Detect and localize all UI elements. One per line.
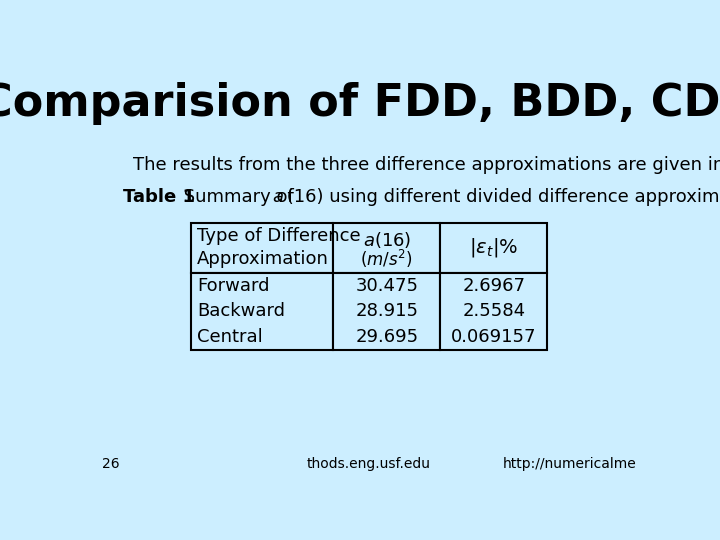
Text: http://numericalme: http://numericalme <box>503 457 636 471</box>
Text: $a(16)$: $a(16)$ <box>363 230 411 250</box>
Text: 2.5584: 2.5584 <box>462 302 526 320</box>
Text: Central: Central <box>197 328 263 346</box>
Text: 2.6967: 2.6967 <box>462 276 526 294</box>
Text: 30.475: 30.475 <box>356 276 418 294</box>
Bar <box>191 222 333 273</box>
Text: (16) using different divided difference approximations: (16) using different divided difference … <box>281 188 720 206</box>
Text: 0.069157: 0.069157 <box>451 328 536 346</box>
Text: Summary of: Summary of <box>179 188 300 206</box>
Bar <box>191 273 333 350</box>
Text: Table 1: Table 1 <box>122 188 194 206</box>
Text: $(m/s^{2})$: $(m/s^{2})$ <box>361 248 413 270</box>
Text: 29.695: 29.695 <box>355 328 418 346</box>
Text: 28.915: 28.915 <box>356 302 418 320</box>
Text: Comparision of FDD, BDD, CDD: Comparision of FDD, BDD, CDD <box>0 82 720 125</box>
Text: Forward: Forward <box>197 276 269 294</box>
Text: thods.eng.usf.edu: thods.eng.usf.edu <box>307 457 431 471</box>
Bar <box>441 273 547 350</box>
Text: $|\varepsilon_t|\%$: $|\varepsilon_t|\%$ <box>469 236 518 259</box>
Bar <box>333 273 441 350</box>
Text: Type of Difference
Approximation: Type of Difference Approximation <box>197 227 361 268</box>
Bar <box>333 222 441 273</box>
Text: 26: 26 <box>102 457 120 471</box>
Bar <box>441 222 547 273</box>
Text: The results from the three difference approximations are given in Table 1.: The results from the three difference ap… <box>132 156 720 174</box>
Text: Backward: Backward <box>197 302 285 320</box>
Text: a: a <box>272 188 284 206</box>
